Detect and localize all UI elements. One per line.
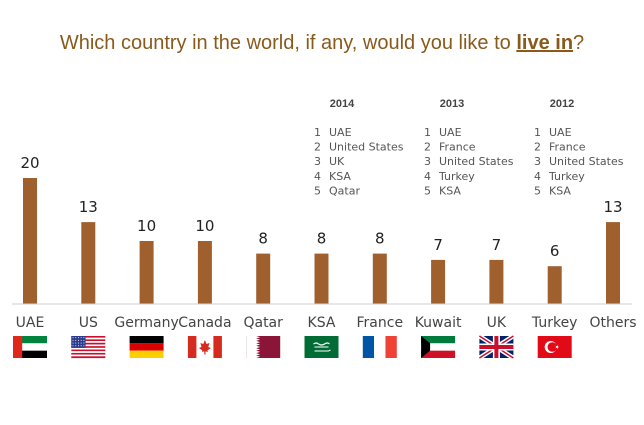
france-flag — [362, 336, 397, 358]
germany-flag — [129, 336, 164, 358]
canada-flag — [187, 336, 222, 358]
ranking-number: 2 — [534, 141, 541, 154]
ranking-item: Turkey — [438, 170, 475, 183]
bar-uae — [23, 178, 37, 304]
ranking-year-2013: 2013 — [440, 98, 464, 110]
ranking-item: UAE — [439, 126, 462, 139]
ranking-number: 1 — [314, 126, 321, 139]
value-label-others: 13 — [603, 198, 622, 216]
value-label-france: 8 — [375, 230, 385, 248]
chart-title: Which country in the world, if any, woul… — [0, 32, 644, 55]
ranking-item: United States — [439, 155, 514, 168]
ranking-number: 5 — [314, 184, 321, 197]
value-label-uk: 7 — [492, 236, 502, 254]
bars-layer: 20 UAE 13 US 10 Germany 10 Canada 8 Qatar 8 KSA 8 Fra… — [16, 154, 637, 331]
bar-ksa — [314, 253, 329, 304]
bar-us — [81, 222, 96, 304]
title-prefix: Which country in the world, if any, woul… — [59, 32, 517, 54]
ranking-number: 4 — [424, 170, 431, 183]
title-emphasis: live in — [516, 32, 574, 54]
category-label-ksa: KSA — [308, 315, 336, 331]
ranking-number: 1 — [534, 126, 541, 139]
bar-kuwait — [431, 259, 446, 304]
category-label-others: Others — [589, 315, 636, 331]
ranking-number: 2 — [424, 141, 431, 154]
ranking-item: UAE — [329, 126, 352, 139]
bar-canada — [197, 241, 212, 304]
ranking-item: KSA — [439, 184, 461, 197]
category-label-uae: UAE — [16, 315, 45, 331]
ranking-number: 3 — [534, 155, 541, 168]
category-label-germany: Germany — [114, 315, 178, 331]
ranking-number: 5 — [534, 184, 541, 197]
rankings-panel: 2014 1 UAE 2 United States 3 UK 4 KSA 5 Qatar 2013 1… — [314, 98, 624, 197]
ranking-number: 3 — [314, 155, 321, 168]
ranking-item: France — [549, 141, 586, 154]
bar-germany — [139, 241, 154, 304]
ranking-number: 2 — [314, 141, 321, 154]
ranking-number: 4 — [534, 170, 541, 183]
bar-others — [606, 222, 620, 304]
turkey-flag — [537, 336, 572, 358]
qatar-flag — [246, 336, 281, 358]
ksa-flag — [304, 336, 339, 358]
value-label-ksa: 8 — [317, 230, 327, 248]
category-label-us: US — [79, 315, 98, 331]
ranking-number: 1 — [424, 126, 431, 139]
category-label-kuwait: Kuwait — [415, 315, 462, 331]
category-label-qatar: Qatar — [243, 315, 283, 331]
value-label-uae: 20 — [20, 154, 39, 172]
flags-row — [13, 334, 572, 360]
value-label-turkey: 6 — [550, 242, 560, 260]
us-flag — [71, 336, 106, 359]
kuwait-flag — [421, 336, 456, 358]
ranking-item: UAE — [549, 126, 572, 139]
ranking-item: Turkey — [548, 170, 585, 183]
bar-qatar — [256, 253, 271, 304]
ranking-item: France — [439, 141, 476, 154]
ranking-item: United States — [549, 155, 624, 168]
value-label-germany: 10 — [137, 217, 156, 235]
ranking-item: Qatar — [329, 184, 360, 197]
uk-flag — [478, 334, 515, 360]
ranking-item: UK — [329, 155, 345, 168]
category-label-canada: Canada — [178, 315, 231, 331]
category-label-turkey: Turkey — [531, 315, 578, 331]
ranking-number: 5 — [424, 184, 431, 197]
title-suffix: ? — [573, 32, 585, 54]
value-label-qatar: 8 — [258, 230, 268, 248]
value-label-kuwait: 7 — [433, 236, 443, 254]
value-label-canada: 10 — [195, 217, 214, 235]
bar-turkey — [547, 266, 562, 304]
ranking-item: United States — [329, 141, 404, 154]
ranking-year-2012: 2012 — [550, 98, 574, 110]
uae-flag — [13, 336, 47, 358]
ranking-item: KSA — [329, 170, 351, 183]
bar-uk — [489, 259, 504, 304]
ranking-item: KSA — [549, 184, 571, 197]
category-label-uk: UK — [487, 315, 507, 331]
value-label-us: 13 — [79, 198, 98, 216]
category-label-france: France — [357, 315, 404, 331]
ranking-year-2014: 2014 — [330, 98, 355, 110]
ranking-number: 3 — [424, 155, 431, 168]
bar-france — [372, 253, 387, 304]
ranking-number: 4 — [314, 170, 321, 183]
